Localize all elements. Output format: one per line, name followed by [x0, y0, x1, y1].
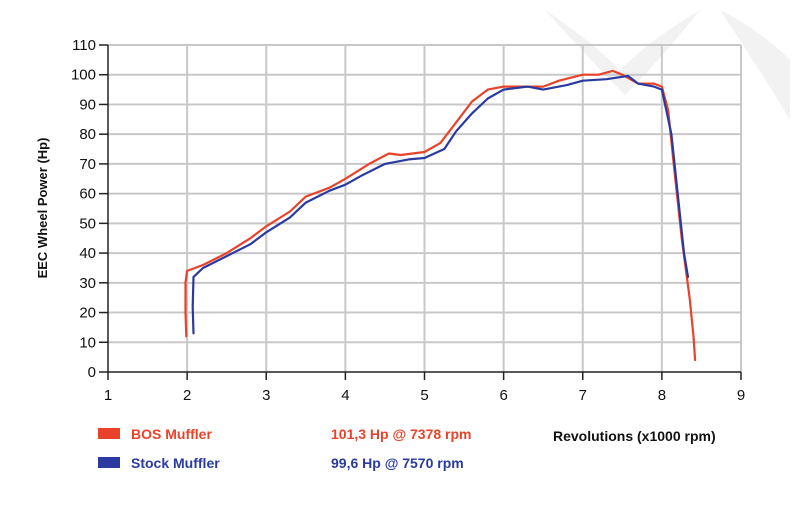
- legend-label-stock: Stock Muffler: [131, 455, 220, 471]
- y-tick-label: 40: [79, 245, 96, 262]
- x-tick-label: 3: [262, 387, 270, 404]
- legend-swatch-stock: [98, 457, 120, 468]
- series-line-bos-muffler: [184, 69, 697, 362]
- series-line-stock-muffler: [191, 74, 690, 335]
- y-tick-label: 30: [79, 275, 96, 292]
- y-tick-label: 0: [88, 364, 96, 381]
- x-tick-label: 2: [183, 387, 191, 404]
- legend-swatch-bos: [98, 428, 120, 439]
- x-tick-label: 7: [579, 387, 587, 404]
- y-tick-label: 70: [79, 156, 96, 173]
- watermark-logo: [545, 10, 790, 120]
- x-tick-label: 4: [341, 387, 349, 404]
- legend-peak-stock: 99,6 Hp @ 7570 rpm: [331, 455, 464, 471]
- y-tick-label: 110: [72, 37, 96, 54]
- x-tick-label: 6: [499, 387, 507, 404]
- y-tick-label: 90: [79, 96, 96, 113]
- y-tick-label: 50: [79, 215, 96, 232]
- grid-lines: [108, 44, 742, 372]
- x-axis-label: Revolutions (x1000 rpm): [553, 428, 716, 444]
- tick-labels: 0 10 20 30 40 50 60 70 80 90 100 110 1 2 3 4 5 6 7 8 9: [71, 37, 745, 404]
- x-tick-label: 1: [104, 387, 112, 404]
- x-tick-label: 8: [658, 387, 666, 404]
- y-axis-label: EEC Wheel Power (Hp): [35, 138, 50, 279]
- x-tick-label: 9: [737, 387, 745, 404]
- legend-label-bos: BOS Muffler: [131, 426, 212, 442]
- y-tick-label: 60: [79, 186, 96, 203]
- legend: BOS Muffler 101,3 Hp @ 7378 rpm Stock Mu…: [98, 426, 472, 471]
- y-tick-label: 80: [79, 126, 96, 143]
- y-tick-label: 100: [71, 67, 96, 84]
- x-tick-label: 5: [420, 387, 428, 404]
- y-tick-label: 20: [79, 305, 96, 322]
- y-tick-label: 10: [79, 334, 96, 351]
- legend-peak-bos: 101,3 Hp @ 7378 rpm: [331, 426, 472, 442]
- axes: [99, 44, 742, 380]
- series-layer: [184, 69, 697, 362]
